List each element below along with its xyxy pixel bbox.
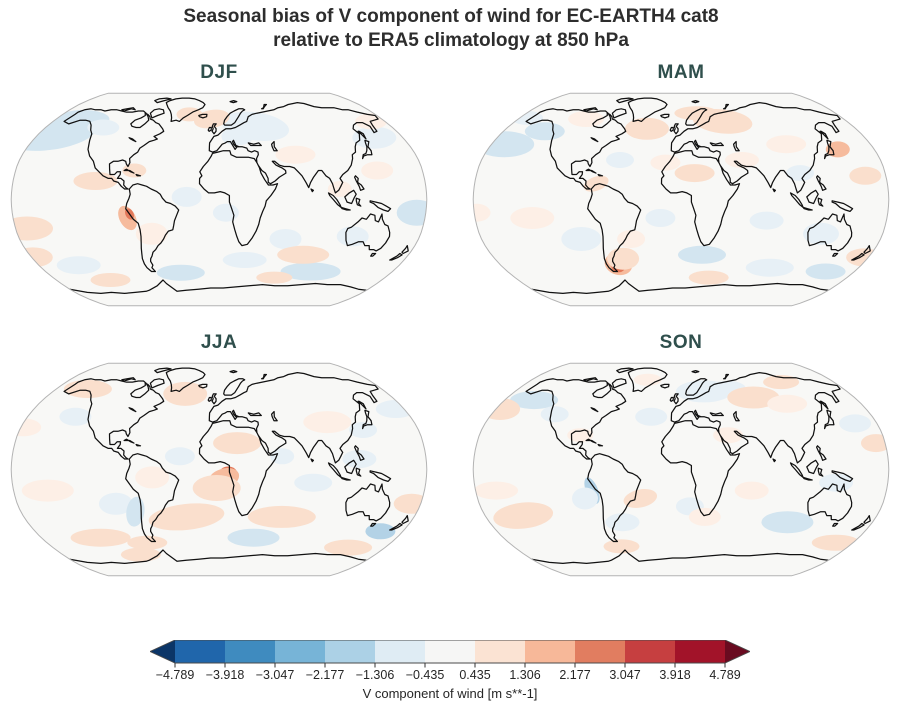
colorbar: −4.789 −3.918 −3.047 −2.177 −1.306 −0.435 0.43… <box>150 640 750 704</box>
figure-title-line2: relative to ERA5 climatology at 850 hPa <box>273 30 629 51</box>
coastlines <box>63 97 409 295</box>
colorbar-tickmarks <box>174 663 726 668</box>
figure-title: Seasonal bias of V component of wind for… <box>0 5 902 53</box>
colorbar-axis-label: V component of wind [m s**-1] <box>362 686 538 701</box>
colorbar-tick-label: 0.435 <box>459 668 491 682</box>
subplot-son: SON <box>472 328 890 577</box>
subplot-title-djf: DJF <box>200 62 238 83</box>
subplot-title-jja: JJA <box>200 332 238 353</box>
colorbar-tick-label: 4.789 <box>709 668 741 682</box>
colorbar-tick-label: −3.047 <box>255 668 295 682</box>
bias-field <box>11 380 427 562</box>
subplot-jja: JJA <box>10 328 428 577</box>
map-outline <box>472 92 890 307</box>
robinson-map-jja <box>10 362 428 577</box>
colorbar-tick-labels: −4.789 −3.918 −3.047 −2.177 −1.306 −0.435 0.43… <box>150 668 750 685</box>
colorbar-tick-label: −0.435 <box>405 668 445 682</box>
colorbar-tick-label: 2.177 <box>559 668 591 682</box>
map-outline <box>10 362 428 577</box>
colorbar-tick-label: 1.306 <box>509 668 541 682</box>
subplot-title-mam: MAM <box>657 62 705 83</box>
subplot-mam: MAM <box>472 58 890 307</box>
figure-title-line1: Seasonal bias of V component of wind for… <box>183 6 719 27</box>
colorbar-tick-label: 3.918 <box>659 668 691 682</box>
colorbar-tick-label: 3.047 <box>609 668 641 682</box>
coastlines <box>525 367 871 565</box>
coastlines <box>525 97 871 295</box>
robinson-map-son <box>472 362 890 577</box>
colorbar-bar <box>150 640 750 668</box>
colorbar-under-arrow <box>150 640 175 663</box>
robinson-map-mam <box>472 92 890 307</box>
colorbar-tick-label: −2.177 <box>305 668 345 682</box>
colorbar-tick-label: −1.306 <box>355 668 395 682</box>
colorbar-tick-label: −4.789 <box>155 668 195 682</box>
subplot-title-son: SON <box>659 332 703 353</box>
colorbar-tick-label: −3.918 <box>205 668 245 682</box>
coastlines <box>63 367 409 565</box>
map-outline <box>472 362 890 577</box>
colorbar-over-arrow <box>725 640 750 663</box>
subplot-djf: DJF <box>10 58 428 307</box>
map-outline <box>10 92 428 307</box>
robinson-map-djf <box>10 92 428 307</box>
colorbar-segments <box>175 640 725 663</box>
